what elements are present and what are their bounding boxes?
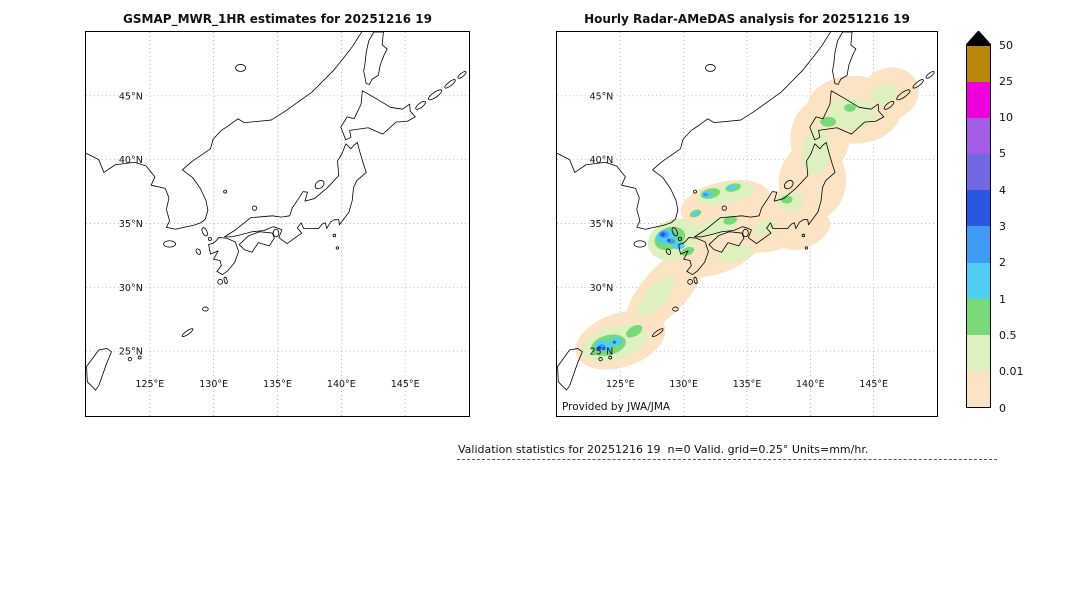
precip-blob — [780, 195, 793, 204]
colorbar-segment — [967, 226, 990, 263]
colorbar-tick-label: 0.5 — [999, 328, 1017, 342]
dashed-divider — [457, 459, 997, 460]
gsmap-map — [86, 32, 469, 416]
colorbar-segment — [967, 190, 990, 227]
colorbar-segment — [967, 118, 990, 155]
precip-blob — [692, 211, 700, 216]
colorbar-tick-label: 50 — [999, 38, 1013, 52]
colorbar-bar — [966, 45, 991, 408]
precip-blob — [727, 185, 736, 191]
precip-blob — [612, 340, 616, 344]
right-panel-title: Hourly Radar-AMeDAS analysis for 2025121… — [584, 12, 910, 26]
colorbar-segment — [967, 298, 990, 335]
precip-blob — [802, 127, 831, 176]
precip-blob — [660, 232, 666, 237]
validation-stats-text: Validation statistics for 20251216 19 n=… — [458, 443, 869, 456]
colorbar-segment — [967, 46, 990, 83]
colorbar-overflow-triangle-icon — [966, 31, 991, 45]
radar-map — [557, 32, 937, 416]
precip-blob — [667, 238, 671, 243]
colorbar-tick-label: 1 — [999, 292, 1006, 306]
colorbar-tick-label: 2 — [999, 256, 1006, 270]
precip-blob — [828, 97, 876, 130]
precip-blob — [870, 83, 898, 105]
precip-blob — [610, 337, 623, 346]
precip-blob — [843, 103, 856, 112]
colorbar-segment — [967, 370, 990, 407]
grid-layer-use — [86, 32, 469, 416]
data-credit: Provided by JWA/JMA — [562, 401, 671, 413]
precip-blob — [717, 244, 753, 262]
coast-layer-use — [86, 32, 468, 391]
colorbar-segment — [967, 154, 990, 191]
colorbar-tick-label: 3 — [999, 220, 1006, 233]
colorbar-segment — [967, 334, 990, 371]
colorbar-tick-label: 10 — [999, 111, 1013, 125]
precip-layer — [575, 67, 919, 370]
precip-colorbar: 50 25 10 5 4 3 2 1 0.5 0.01 0 — [966, 31, 1041, 421]
colorbar-segment — [967, 262, 990, 299]
colorbar-tick-label: 0 — [999, 401, 1006, 415]
colorbar-tick-label: 5 — [999, 147, 1006, 161]
precip-blob — [778, 212, 831, 251]
radar-amedas-panel: Provided by JWA/JMA — [556, 31, 938, 417]
precip-blob — [702, 192, 708, 197]
colorbar-tick-label: 25 — [999, 74, 1013, 88]
left-panel-title: GSMAP_MWR_1HR estimates for 20251216 19 — [123, 12, 432, 26]
gsmap-estimates-panel — [85, 31, 470, 417]
precip-blob — [820, 116, 837, 127]
ticklabel-layer-use — [118, 91, 420, 391]
colorbar-segment — [967, 82, 990, 119]
colorbar-tick-label: 0.01 — [999, 365, 1024, 379]
precip-blob — [723, 216, 738, 225]
precip-blob — [637, 275, 675, 317]
precip-blob — [626, 324, 643, 338]
colorbar-tick-label: 4 — [999, 183, 1006, 197]
